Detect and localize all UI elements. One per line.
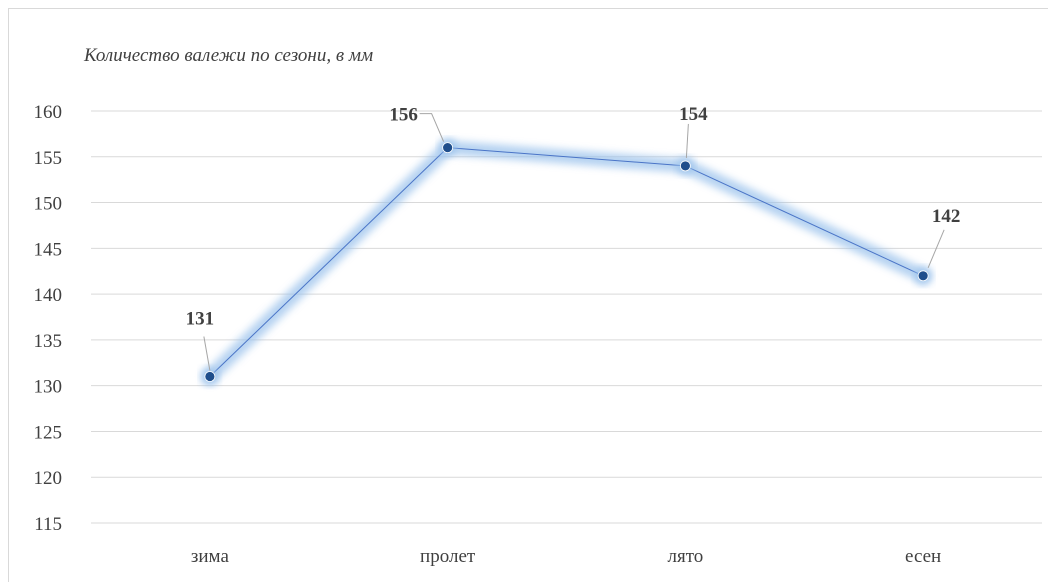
- y-tick-label: 150: [34, 194, 63, 215]
- data-point: [917, 270, 929, 282]
- data-label-leader-line: [927, 229, 945, 268]
- data-label-leader-line: [419, 113, 445, 142]
- data-label: 131: [186, 309, 215, 330]
- y-axis-tick-labels: 115 120 125 130 135 140 145 150 155 160: [34, 102, 63, 535]
- chart-frame: [8, 8, 1048, 582]
- data-label: 154: [679, 104, 708, 125]
- y-tick-label: 145: [34, 239, 63, 260]
- data-label-leader-line: [203, 336, 211, 371]
- y-tick-label: 140: [34, 285, 63, 306]
- x-tick-label: есен: [905, 546, 941, 567]
- x-tick-label: зима: [191, 546, 230, 567]
- data-label: 156: [389, 105, 418, 126]
- x-tick-label: лято: [667, 546, 703, 567]
- y-tick-label: 135: [34, 331, 63, 352]
- data-point: [442, 142, 454, 154]
- x-axis-tick-labels: зима пролет лято есен: [191, 546, 941, 567]
- data-label: 142: [932, 206, 961, 227]
- data-labels: 131 156 154 142: [186, 104, 961, 371]
- series-line: [200, 138, 933, 386]
- y-tick-label: 115: [34, 514, 62, 535]
- y-tick-label: 155: [34, 148, 63, 169]
- y-tick-label: 120: [34, 468, 63, 489]
- gridlines: [91, 110, 1042, 524]
- x-tick-label: пролет: [420, 546, 476, 567]
- y-tick-label: 130: [34, 377, 63, 398]
- data-point: [679, 160, 691, 172]
- y-tick-label: 160: [34, 102, 63, 123]
- y-tick-label: 125: [34, 422, 63, 443]
- data-label-leader-line: [685, 123, 689, 158]
- series-line-path: [209, 147, 924, 377]
- chart-title: Количество валежи по сезони, в мм: [83, 45, 373, 66]
- data-point: [204, 371, 216, 382]
- series-line-glow: [202, 140, 931, 384]
